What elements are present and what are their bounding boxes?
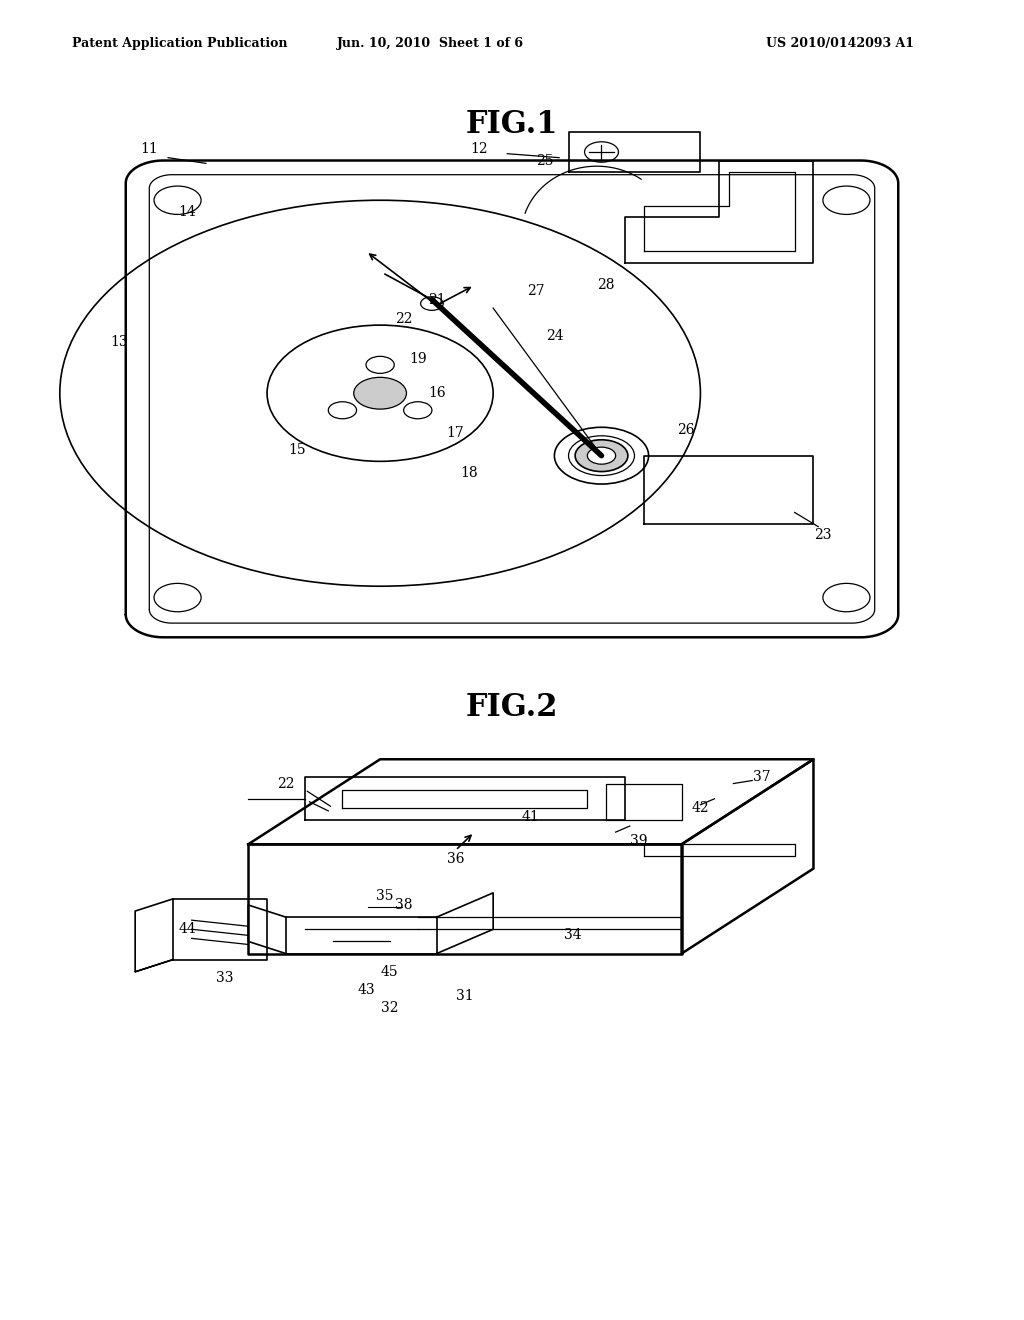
Circle shape — [353, 378, 407, 409]
Text: 19: 19 — [409, 352, 427, 366]
Text: 31: 31 — [456, 989, 474, 1003]
Text: 24: 24 — [546, 330, 563, 343]
Text: Jun. 10, 2010  Sheet 1 of 6: Jun. 10, 2010 Sheet 1 of 6 — [337, 37, 523, 50]
Text: 34: 34 — [564, 928, 582, 942]
Text: 12: 12 — [470, 143, 487, 156]
Text: 27: 27 — [526, 284, 545, 298]
Text: 41: 41 — [522, 810, 540, 824]
Text: 33: 33 — [216, 970, 233, 985]
Text: 11: 11 — [140, 143, 158, 156]
Text: 38: 38 — [395, 898, 413, 912]
Text: 26: 26 — [678, 424, 695, 437]
Text: 28: 28 — [597, 279, 615, 293]
Text: 17: 17 — [446, 426, 464, 440]
Circle shape — [575, 440, 628, 471]
Text: 44: 44 — [178, 923, 196, 936]
Text: 13: 13 — [111, 335, 128, 350]
Text: 45: 45 — [381, 965, 398, 979]
Text: 25: 25 — [537, 153, 554, 168]
Text: 37: 37 — [753, 771, 770, 784]
Text: 23: 23 — [814, 528, 831, 543]
Text: 16: 16 — [428, 387, 445, 400]
Text: 15: 15 — [289, 444, 306, 457]
Text: FIG.2: FIG.2 — [466, 693, 558, 723]
Text: 39: 39 — [631, 834, 648, 849]
Text: 36: 36 — [446, 853, 464, 866]
Text: US 2010/0142093 A1: US 2010/0142093 A1 — [766, 37, 913, 50]
Circle shape — [588, 447, 615, 465]
Text: 22: 22 — [395, 313, 413, 326]
Text: FIG.1: FIG.1 — [466, 110, 558, 140]
Text: 32: 32 — [381, 1001, 398, 1015]
Text: Patent Application Publication: Patent Application Publication — [72, 37, 287, 50]
Text: 42: 42 — [691, 801, 710, 814]
Text: 21: 21 — [428, 293, 445, 306]
Text: 18: 18 — [461, 466, 478, 479]
Text: 14: 14 — [178, 205, 196, 219]
Text: 43: 43 — [357, 983, 375, 997]
Text: 35: 35 — [376, 888, 393, 903]
Text: 22: 22 — [278, 776, 295, 791]
